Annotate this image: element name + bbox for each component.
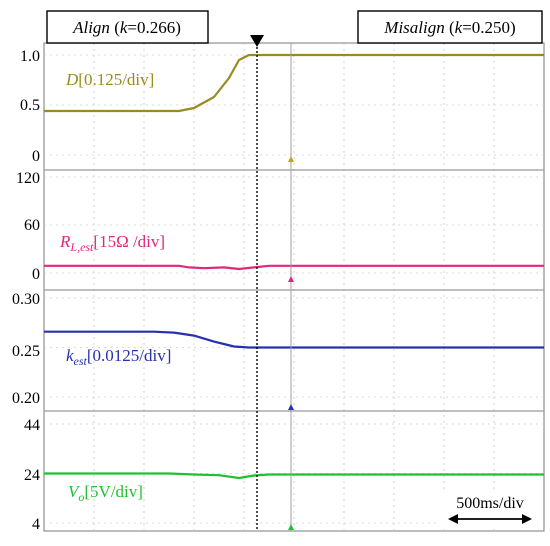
y-tick-label: 60: [24, 217, 40, 234]
timebase-label: 500ms/div: [456, 495, 524, 512]
channel-marker-rl-icon: [288, 276, 294, 282]
y-tick-label: 24: [24, 467, 40, 484]
trace-1: [44, 264, 544, 271]
misalign-text: Misalign (k=0.250): [383, 18, 515, 37]
align-box: [46, 10, 209, 44]
y-tick-label: 0.20: [12, 390, 40, 407]
trace-0: [44, 53, 544, 113]
trace-2: [44, 330, 544, 349]
channel-label-scale: [5V/div]: [84, 482, 143, 501]
misalign-box: [357, 10, 543, 44]
y-tick-label: 0: [32, 266, 40, 283]
panel-separators: [44, 169, 544, 412]
y-tick-label: 0.30: [12, 291, 40, 308]
channel-label-1: RL,est[15Ω /div]: [59, 232, 165, 254]
y-tick-label: 44: [24, 417, 40, 434]
timebase-arrow-icon: [448, 514, 532, 524]
channel-label-3: Vo[5V/div]: [68, 482, 143, 504]
trace-3: [44, 472, 544, 480]
channel-label-scale: [0.125/div]: [78, 70, 154, 89]
y-tick-label: 4: [32, 516, 40, 533]
channel-label-main: k: [66, 346, 74, 365]
channel-marker-vo-icon: [288, 524, 294, 530]
channel-label-2: kest[0.0125/div]: [66, 346, 171, 368]
traces: [44, 53, 544, 480]
y-tick-label: 1.0: [20, 48, 40, 65]
channel-label-sub: est: [74, 354, 88, 368]
channel-label-scale: [0.0125/div]: [87, 346, 172, 365]
y-tick-label: 0.25: [12, 343, 40, 360]
channel-labels: D[0.125/div] RL,est[15Ω /div] kest[0.0125/…: [59, 70, 171, 504]
channel-marker-k-icon: [288, 404, 294, 410]
y-tick-label: 0: [32, 148, 40, 165]
channel-label-main: D: [65, 70, 79, 89]
channel-label-main: R: [59, 232, 71, 251]
channel-label-0: D[0.125/div]: [65, 70, 154, 89]
trigger-arrow-icon: [250, 35, 264, 47]
y-tick-label: 0.5: [20, 97, 40, 114]
y-tick-labels: 1.0 0.5 0 120 60 0 0.30 0.25 0.20 44 24 4: [12, 48, 40, 533]
align-text: Align (k=0.266): [72, 18, 181, 37]
channel-label-sub: o: [78, 490, 84, 504]
y-tick-label: 120: [16, 170, 40, 187]
channel-label-sub: L,est: [69, 240, 94, 254]
plot-area: [43, 42, 545, 532]
channel-label-main: V: [68, 482, 81, 501]
channel-marker-d-icon: [288, 156, 294, 162]
channel-label-scale: [15Ω /div]: [93, 232, 165, 251]
